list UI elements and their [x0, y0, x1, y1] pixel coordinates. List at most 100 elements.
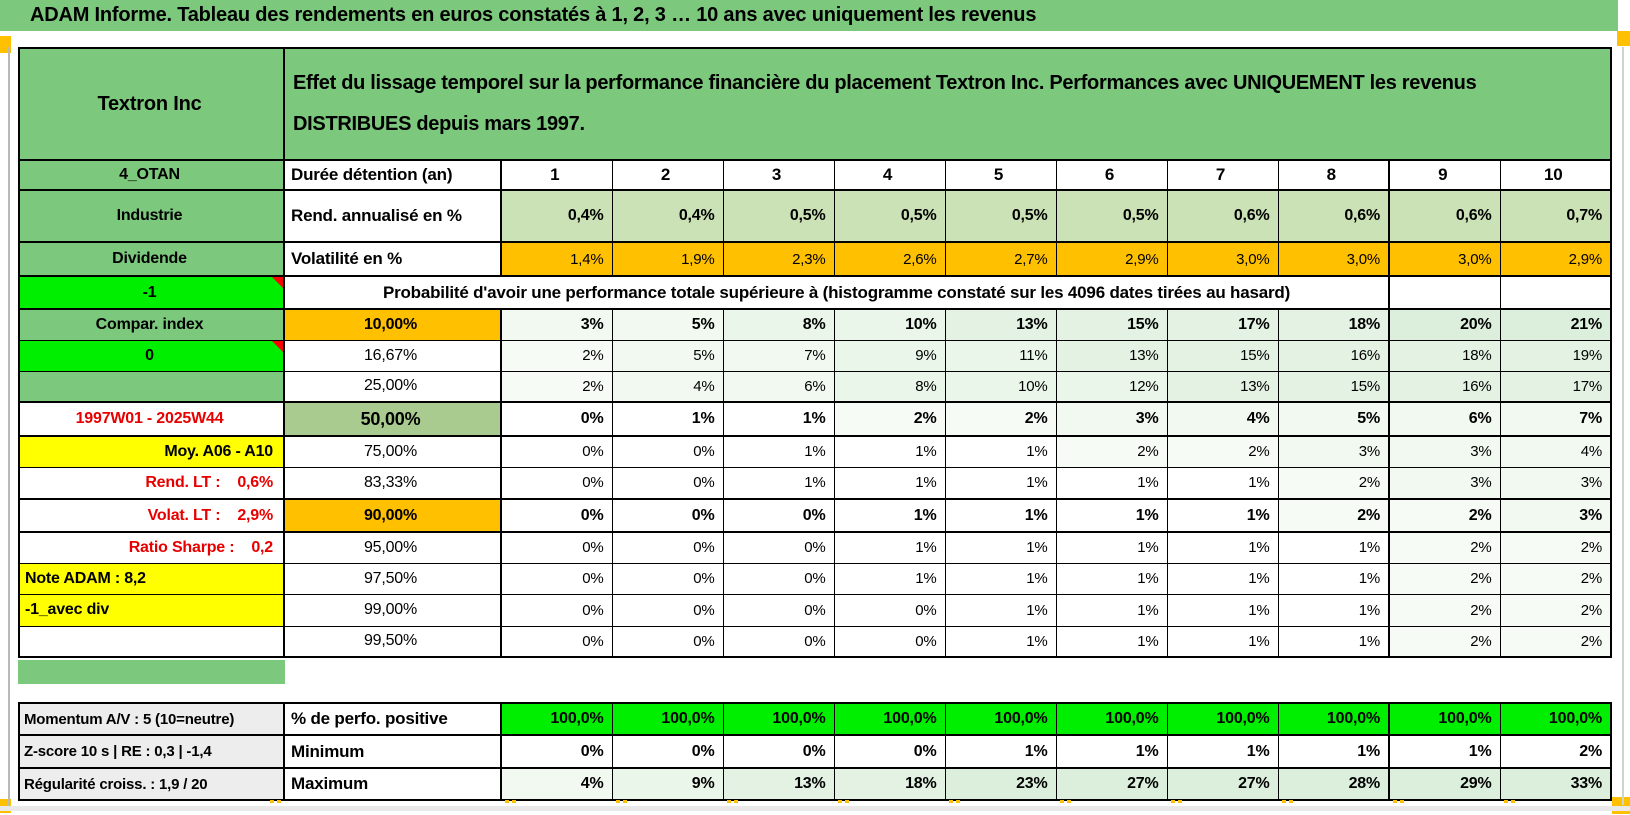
stat-label-cell[interactable]: Régularité croiss. : 1,9 / 20	[18, 767, 285, 801]
probability-value-cell[interactable]: 19%	[1499, 339, 1612, 372]
annualized-return-value-cell[interactable]: 0,5%	[1055, 189, 1168, 243]
probability-value-cell[interactable]: 0%	[500, 498, 613, 533]
row-label-cell[interactable]: Ratio Sharpe : 0,2	[18, 531, 285, 564]
probability-value-cell[interactable]: 13%	[1166, 370, 1279, 403]
stat-value-cell[interactable]: 4%	[500, 767, 613, 801]
row-label-cell[interactable]: Note ADAM : 8,2	[18, 562, 285, 595]
probability-value-cell[interactable]: 0%	[722, 562, 835, 595]
probability-value-cell[interactable]: 5%	[1277, 401, 1390, 437]
probability-value-cell[interactable]: 0%	[722, 531, 835, 564]
stat-value-cell[interactable]: 18%	[833, 767, 946, 801]
annualized-return-value-cell[interactable]: 0,6%	[1166, 189, 1279, 243]
probability-value-cell[interactable]: 1%	[833, 498, 946, 533]
year-header-cell[interactable]: 3	[722, 159, 835, 191]
probability-value-cell[interactable]: 0%	[611, 498, 724, 533]
row-label-cell[interactable]: Rend. LT : 0,6%	[18, 466, 285, 500]
probability-value-cell[interactable]: 7%	[722, 339, 835, 372]
annualized-return-value-cell[interactable]: 0,5%	[944, 189, 1057, 243]
probability-value-cell[interactable]: 5%	[611, 308, 724, 341]
stat-label-cell[interactable]: Z-score 10 s | RE : 0,3 | -1,4	[18, 734, 285, 769]
probability-value-cell[interactable]: 4%	[611, 370, 724, 403]
volatility-value-cell[interactable]: 3,0%	[1277, 241, 1390, 277]
year-header-cell[interactable]: 2	[611, 159, 724, 191]
stat-value-cell[interactable]: 0%	[722, 734, 835, 769]
empty-cell[interactable]	[1388, 275, 1501, 310]
probability-value-cell[interactable]: 1%	[833, 435, 946, 468]
row-label-cell[interactable]: Moy. A06 - A10	[18, 435, 285, 468]
probability-value-cell[interactable]: 2%	[1388, 562, 1501, 595]
probability-value-cell[interactable]: 1%	[611, 401, 724, 437]
probability-value-cell[interactable]: 2%	[1499, 531, 1612, 564]
stat-value-cell[interactable]: 29%	[1388, 767, 1501, 801]
year-header-cell[interactable]: 4	[833, 159, 946, 191]
stat-value-cell[interactable]: 100,0%	[722, 702, 835, 736]
probability-threshold-cell[interactable]: 99,00%	[283, 593, 502, 627]
probability-value-cell[interactable]: 6%	[1388, 401, 1501, 437]
probability-value-cell[interactable]: 0%	[500, 593, 613, 627]
volatility-value-cell[interactable]: 2,9%	[1499, 241, 1612, 277]
holding-period-header-cell[interactable]: Durée détention (an)	[283, 159, 502, 191]
probability-value-cell[interactable]: 2%	[833, 401, 946, 437]
stat-value-cell[interactable]: 100,0%	[1055, 702, 1168, 736]
stat-value-cell[interactable]: 1%	[1277, 734, 1390, 769]
stat-value-cell[interactable]: 27%	[1166, 767, 1279, 801]
annualized-return-value-cell[interactable]: 0,5%	[722, 189, 835, 243]
probability-value-cell[interactable]: 4%	[1499, 435, 1612, 468]
stat-value-cell[interactable]: 1%	[1055, 734, 1168, 769]
stat-metric-cell[interactable]: % de perfo. positive	[283, 702, 502, 736]
probability-value-cell[interactable]: 1%	[1277, 531, 1390, 564]
probability-value-cell[interactable]: 8%	[722, 308, 835, 341]
annualized-return-value-cell[interactable]: 0,4%	[500, 189, 613, 243]
stat-value-cell[interactable]: 0%	[611, 734, 724, 769]
probability-value-cell[interactable]: 3%	[1388, 466, 1501, 500]
probability-value-cell[interactable]: 8%	[833, 370, 946, 403]
probability-value-cell[interactable]: 5%	[611, 339, 724, 372]
probability-value-cell[interactable]: 2%	[1277, 466, 1390, 500]
probability-value-cell[interactable]: 0%	[611, 466, 724, 500]
probability-value-cell[interactable]: 1%	[944, 593, 1057, 627]
stat-value-cell[interactable]: 100,0%	[500, 702, 613, 736]
volatility-value-cell[interactable]: 2,3%	[722, 241, 835, 277]
probability-value-cell[interactable]: 0%	[500, 531, 613, 564]
probability-value-cell[interactable]: 16%	[1277, 339, 1390, 372]
probability-value-cell[interactable]: 13%	[944, 308, 1057, 341]
probability-value-cell[interactable]: 2%	[1499, 625, 1612, 658]
probability-value-cell[interactable]: 2%	[1499, 562, 1612, 595]
stat-value-cell[interactable]: 28%	[1277, 767, 1390, 801]
probability-value-cell[interactable]: 3%	[1388, 435, 1501, 468]
probability-threshold-cell[interactable]: 95,00%	[283, 531, 502, 564]
header-description-cell[interactable]: Effet du lissage temporel sur la perform…	[283, 47, 1612, 161]
row-label-cell[interactable]: Compar. index	[18, 308, 285, 341]
dividend-label-cell[interactable]: Dividende	[18, 241, 285, 277]
volatility-value-cell[interactable]: 3,0%	[1388, 241, 1501, 277]
probability-value-cell[interactable]: 15%	[1055, 308, 1168, 341]
stat-value-cell[interactable]: 33%	[1499, 767, 1612, 801]
probability-value-cell[interactable]: 3%	[1277, 435, 1390, 468]
annualized-return-value-cell[interactable]: 0,6%	[1388, 189, 1501, 243]
row-label-cell[interactable]: -1_avec div	[18, 593, 285, 627]
stat-value-cell[interactable]: 100,0%	[1277, 702, 1390, 736]
probability-value-cell[interactable]: 1%	[1277, 562, 1390, 595]
probability-value-cell[interactable]: 0%	[611, 562, 724, 595]
probability-value-cell[interactable]: 10%	[833, 308, 946, 341]
probability-threshold-cell[interactable]: 16,67%	[283, 339, 502, 372]
probability-value-cell[interactable]: 1%	[1166, 562, 1279, 595]
stat-value-cell[interactable]: 0%	[500, 734, 613, 769]
row-label-cell[interactable]	[18, 625, 285, 658]
probability-value-cell[interactable]: 1%	[1166, 466, 1279, 500]
stat-metric-cell[interactable]: Minimum	[283, 734, 502, 769]
probability-value-cell[interactable]: 1%	[722, 435, 835, 468]
probability-threshold-cell[interactable]: 83,33%	[283, 466, 502, 500]
probability-threshold-cell[interactable]: 50,00%	[283, 401, 502, 437]
stat-value-cell[interactable]: 1%	[1388, 734, 1501, 769]
probability-threshold-cell[interactable]: 25,00%	[283, 370, 502, 403]
probability-value-cell[interactable]: 7%	[1499, 401, 1612, 437]
stock-name-cell[interactable]: Textron Inc	[18, 47, 285, 161]
probability-value-cell[interactable]: 1%	[833, 562, 946, 595]
probability-value-cell[interactable]: 0%	[500, 435, 613, 468]
stat-value-cell[interactable]: 1%	[944, 734, 1057, 769]
probability-value-cell[interactable]: 3%	[1499, 498, 1612, 533]
stat-value-cell[interactable]: 100,0%	[1388, 702, 1501, 736]
probability-value-cell[interactable]: 1%	[722, 401, 835, 437]
probability-value-cell[interactable]: 0%	[611, 625, 724, 658]
